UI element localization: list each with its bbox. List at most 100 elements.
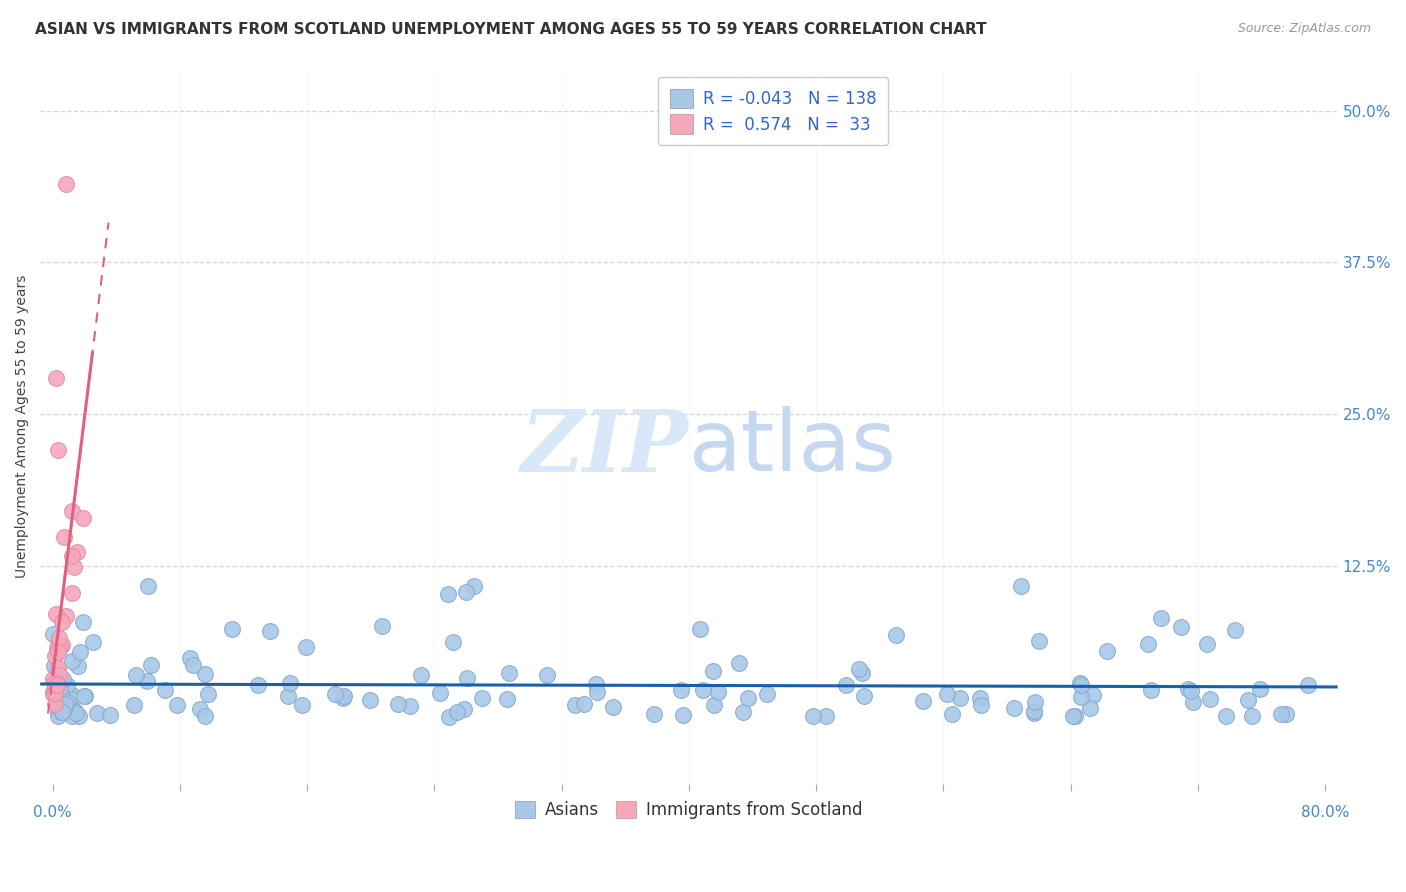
Point: [75, 689, 97, 703]
Point: [737, 691, 759, 706]
Point: [98, 708, 121, 723]
Point: [49, 639, 72, 653]
Point: [585, 685, 607, 699]
Point: [1150, 611, 1173, 625]
Point: [259, 624, 281, 638]
Point: [411, 667, 433, 681]
Legend: Asians, Immigrants from Scotland: Asians, Immigrants from Scotland: [509, 794, 869, 825]
Point: [728, 657, 751, 671]
Point: [814, 708, 837, 723]
Point: [294, 640, 316, 654]
Point: [48, 683, 70, 698]
Point: [55, 177, 77, 191]
Point: [188, 702, 211, 716]
Point: [42, 672, 65, 686]
Point: [60, 549, 83, 563]
Point: [672, 707, 695, 722]
Point: [1139, 682, 1161, 697]
Point: [44, 649, 66, 664]
Point: [1062, 709, 1084, 723]
Point: [42, 684, 65, 698]
Point: [1028, 634, 1050, 648]
Point: [291, 698, 314, 713]
Point: [166, 698, 188, 713]
Point: [73, 689, 96, 703]
Point: [44, 607, 66, 622]
Point: [60, 586, 83, 600]
Point: [58, 690, 80, 705]
Point: [1180, 683, 1202, 698]
Point: [65, 704, 87, 718]
Point: [72, 615, 94, 629]
Point: [332, 691, 354, 706]
Point: [66, 659, 89, 673]
Point: [46, 684, 69, 698]
Point: [45, 640, 67, 655]
Point: [1275, 707, 1298, 722]
Point: [53, 697, 76, 711]
Point: [136, 674, 159, 689]
Point: [58, 701, 80, 715]
Point: [46, 709, 69, 723]
Point: [51, 638, 73, 652]
Point: [453, 701, 475, 715]
Point: [67, 709, 90, 723]
Point: [669, 683, 692, 698]
Point: [884, 628, 907, 642]
Point: [122, 698, 145, 712]
Point: [65, 706, 87, 720]
Point: [602, 699, 624, 714]
Text: 80.0%: 80.0%: [1301, 805, 1350, 820]
Point: [72, 511, 94, 525]
Point: [1070, 678, 1092, 692]
Point: [1010, 579, 1032, 593]
Point: [585, 676, 607, 690]
Point: [1181, 695, 1204, 709]
Point: [124, 667, 146, 681]
Point: [692, 682, 714, 697]
Point: [498, 665, 520, 680]
Point: [60, 504, 83, 518]
Point: [851, 665, 873, 680]
Point: [51, 706, 73, 720]
Point: [136, 578, 159, 592]
Point: [1270, 707, 1292, 722]
Point: [194, 708, 217, 723]
Point: [44, 698, 66, 712]
Point: [48, 631, 70, 645]
Point: [564, 698, 586, 712]
Point: [359, 693, 381, 707]
Point: [45, 370, 67, 384]
Point: [437, 587, 460, 601]
Text: Source: ZipAtlas.com: Source: ZipAtlas.com: [1237, 22, 1371, 36]
Point: [703, 698, 725, 713]
Point: [48, 697, 70, 711]
Point: [941, 706, 963, 721]
Point: [69, 645, 91, 659]
Point: [848, 662, 870, 676]
Point: [181, 658, 204, 673]
Point: [1136, 637, 1159, 651]
Text: atlas: atlas: [689, 406, 897, 489]
Point: [60, 709, 83, 723]
Point: [835, 678, 858, 692]
Point: [912, 694, 935, 708]
Point: [429, 686, 451, 700]
Point: [325, 687, 347, 701]
Point: [1241, 709, 1264, 723]
Point: [48, 699, 70, 714]
Point: [446, 705, 468, 719]
Point: [970, 698, 993, 712]
Point: [936, 687, 959, 701]
Point: [44, 685, 66, 699]
Point: [48, 641, 70, 656]
Point: [278, 675, 301, 690]
Point: [155, 683, 177, 698]
Point: [1002, 701, 1025, 715]
Point: [55, 695, 77, 709]
Point: [51, 672, 73, 686]
Point: [495, 692, 517, 706]
Point: [194, 667, 217, 681]
Point: [46, 638, 69, 652]
Point: [471, 690, 494, 705]
